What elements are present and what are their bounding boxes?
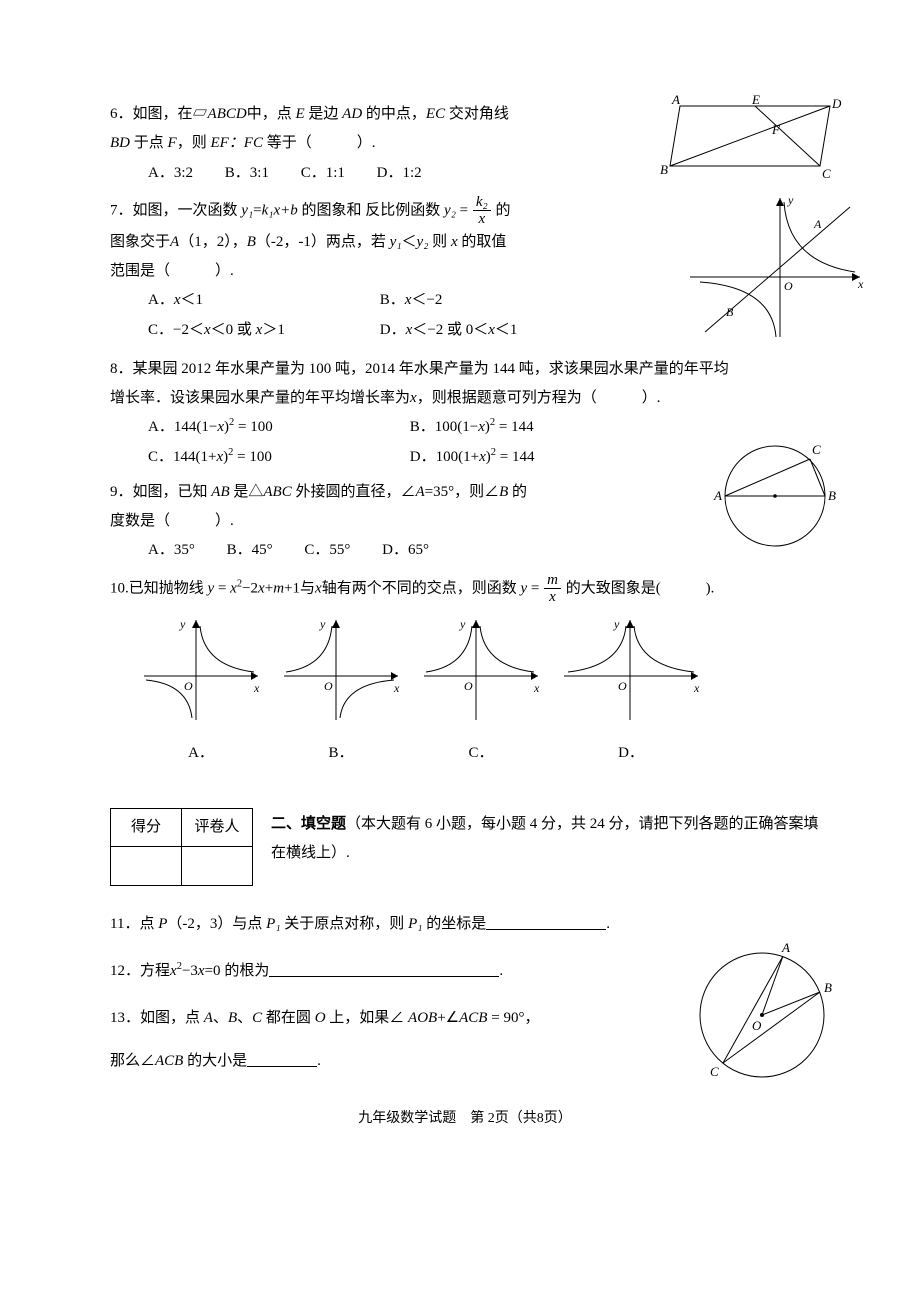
question-7: A B O x y 7．如图，一次函数 y₁=k₁x+b 的图象和 反比例函数 … [110,194,820,345]
q6-opt-B: B．3:1 [225,159,269,188]
q9-opt-C: C．55° [304,536,350,565]
section-2-heading: 二、填空题 [271,816,346,832]
q7-opt-D: D．x＜−2 或 0＜x＜1 [380,316,518,345]
q6-opt-A: A．3:2 [148,159,193,188]
q7-opt-A: A．x＜1 [148,286,348,315]
svg-text:C: C [710,1064,719,1079]
svg-text:x: x [253,681,260,695]
svg-text:A: A [713,488,722,503]
score-col1: 得分 [111,809,182,847]
q13-blank [247,1065,317,1067]
q6-opt-C: C．1:1 [301,159,345,188]
section-2-text: 二、填空题（本大题有 6 小题，每小题 4 分，共 24 分，请把下列各题的正确… [271,808,820,869]
lbl-B: B [660,162,668,177]
svg-text:O: O [184,679,193,693]
q13-svg: A B C O [680,930,850,1095]
q10-frac: mx [544,572,561,606]
q7-svg: A B O x y [680,192,870,342]
q7-opt-C: C．−2＜x＜0 或 x＞1 [148,316,348,345]
fill-in-block: A B C O 11．点 P（-2，3）与点 P₁ 关于原点对称，则 P₁ 的坐… [110,910,820,1077]
q6-num: 6． [110,106,133,122]
svg-text:x: x [693,681,700,695]
q13-figure: A B C O [680,930,850,1095]
q8-opt-D: D．100(1+x)2 = 144 [410,443,535,472]
q10-line1: 10.已知抛物线 y = x2−2x+m+1与x轴有两个不同的交点，则函数 y … [110,572,820,606]
svg-text:B: B [824,980,832,995]
q10-graph-B: O x y B． [276,614,406,769]
svg-text:y: y [179,617,186,631]
lbl-D: D [831,96,842,111]
q10-graph-C: O x y C． [416,614,546,769]
q9-opt-A: A．35° [148,536,195,565]
q6-svg: A D C B E F [660,94,860,184]
q8-opt-C: C．144(1+x)2 = 100 [148,443,378,472]
q9-opt-D: D．65° [382,536,429,565]
svg-text:y: y [319,617,326,631]
exam-page: A D C B E F 6．如图，在▱ABCD中，点 E 是边 AD 的中点，E… [0,0,920,1172]
q7-figure: A B O x y [680,192,870,342]
q12-blank [269,975,499,977]
q7-opt-B: B．x＜−2 [380,286,443,315]
q9-figure: A B C [690,434,860,554]
svg-text:x: x [533,681,540,695]
svg-text:C: C [812,442,821,457]
svg-text:B: B [828,488,836,503]
svg-text:y: y [787,193,794,207]
svg-text:O: O [618,679,627,693]
q8-line2: 增长率．设该果园水果产量的年平均增长率为x，则根据题意可列方程为（ ）. [110,384,820,413]
lbl-A: A [671,94,680,107]
lbl-E: E [751,94,760,107]
svg-text:O: O [784,279,793,293]
q8-opt-A: A．144(1−x)2 = 100 [148,413,378,442]
svg-text:x: x [393,681,400,695]
q9-opt-B: B．45° [227,536,273,565]
lbl-F: F [771,122,781,137]
section-2-header: 得分评卷人 二、填空题（本大题有 6 小题，每小题 4 分，共 24 分，请把下… [110,808,820,886]
q7-frac: k₂x [473,194,491,228]
q6-opt-D: D．1:2 [377,159,422,188]
question-6: A D C B E F 6．如图，在▱ABCD中，点 E 是边 AD 的中点，E… [110,100,820,188]
svg-text:y: y [613,617,620,631]
svg-text:x: x [857,277,864,291]
svg-text:A: A [813,217,822,231]
score-col2: 评卷人 [182,809,253,847]
question-9: A B C 9．如图，已知 AB 是△ABC 外接圆的直径，∠A=35°，则∠B… [110,478,820,566]
q10-graph-D: O x y D． [556,614,706,769]
q10-graph-A: O x y A． [136,614,266,769]
q10-graphs: O x y A． O x y B． [136,614,820,769]
svg-text:O: O [324,679,333,693]
lbl-C: C [822,166,831,181]
q8-line1: 8．某果园 2012 年水果产量为 100 吨，2014 年水果产量为 144 … [110,355,820,384]
q9-svg: A B C [690,434,860,554]
svg-text:y: y [459,617,466,631]
svg-text:O: O [464,679,473,693]
q11-blank [486,928,606,930]
q8-opt-B: B．100(1−x)2 = 144 [410,413,534,442]
score-table: 得分评卷人 [110,808,253,886]
svg-text:A: A [781,940,790,955]
svg-text:B: B [726,305,734,319]
svg-text:O: O [752,1018,762,1033]
page-footer: 九年级数学试题 第 2页（共8页） [110,1105,820,1132]
question-10: 10.已知抛物线 y = x2−2x+m+1与x轴有两个不同的交点，则函数 y … [110,572,820,769]
q6-figure: A D C B E F [660,94,860,184]
